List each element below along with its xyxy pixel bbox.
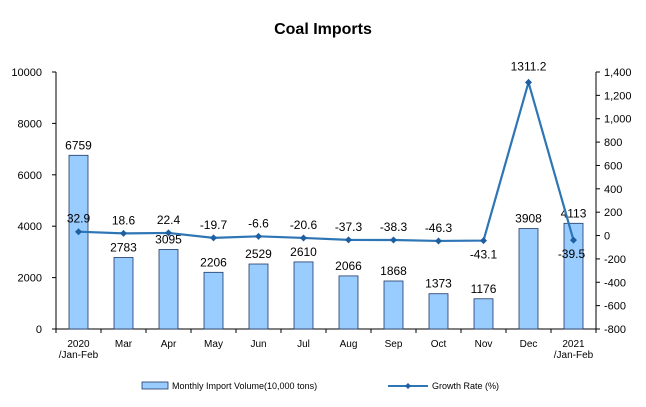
bar bbox=[113, 257, 134, 330]
growth-rate-data-label: -37.3 bbox=[335, 220, 363, 234]
bar-data-label: 2610 bbox=[290, 245, 317, 259]
x-axis-category-label: Jun bbox=[250, 339, 266, 350]
growth-rate-point bbox=[75, 228, 82, 236]
right-axis-tick-label: 1,400 bbox=[604, 67, 632, 79]
growth-rate-data-label: -38.3 bbox=[380, 220, 408, 234]
bar bbox=[203, 271, 224, 330]
right-axis-tick-label: -600 bbox=[604, 301, 626, 313]
x-axis-category-label: /Jan-Feb bbox=[554, 350, 594, 361]
left-axis-tick-label: 6000 bbox=[18, 170, 42, 182]
growth-rate-point bbox=[345, 236, 352, 244]
growth-rate-data-label: 1311.2 bbox=[511, 59, 547, 73]
x-axis: 2020/Jan-Feb Mar Apr May Jun Jul Aug Sep Oct Nov D… bbox=[55, 328, 597, 361]
left-axis-tick-label: 4000 bbox=[18, 221, 42, 233]
growth-rate-data-label: 32.9 bbox=[67, 212, 91, 226]
left-axis-tick-label: 10000 bbox=[11, 67, 42, 79]
growth-rate-point bbox=[300, 234, 307, 242]
right-axis-tick-label: -200 bbox=[604, 254, 626, 266]
x-axis-category-label: /Jan-Feb bbox=[59, 350, 99, 361]
growth-rate-point bbox=[210, 234, 217, 242]
bar-data-label: 1868 bbox=[380, 264, 407, 278]
bar bbox=[428, 293, 449, 330]
bar bbox=[248, 263, 269, 330]
growth-rate-data-label: -20.6 bbox=[290, 218, 318, 232]
bar-data-label: 1373 bbox=[425, 277, 452, 291]
x-axis-category-label: 2021 bbox=[562, 339, 585, 350]
growth-rate-data-label: -19.7 bbox=[200, 218, 228, 232]
x-axis-category-label: 2020 bbox=[67, 339, 90, 350]
growth-rate-point bbox=[390, 236, 397, 244]
right-axis: -800 -600 -400 -200 0 200 400 600 800 1,000 1,200 1… bbox=[595, 67, 632, 336]
bar-data-label: 6759 bbox=[65, 138, 92, 152]
bar bbox=[293, 261, 314, 330]
left-axis: 0 2000 4000 6000 8000 10000 bbox=[11, 67, 57, 336]
x-axis-category-label: Mar bbox=[115, 339, 133, 350]
left-axis-tick-label: 8000 bbox=[18, 118, 42, 130]
left-axis-tick-label: 2000 bbox=[18, 273, 42, 285]
x-axis-category-label: Aug bbox=[340, 339, 358, 350]
growth-rate-line bbox=[78, 78, 575, 243]
bar-data-label: 3095 bbox=[155, 232, 182, 246]
legend-line-label: Growth Rate (%) bbox=[432, 381, 499, 391]
right-axis-tick-label: 1,000 bbox=[604, 114, 632, 126]
bar-data-label: 2783 bbox=[110, 240, 137, 254]
right-axis-tick-label: -800 bbox=[604, 324, 626, 336]
growth-rate-point bbox=[435, 237, 442, 245]
right-axis-tick-label: 600 bbox=[604, 160, 622, 172]
right-axis-tick-label: 0 bbox=[604, 231, 610, 243]
bar-data-label: 3908 bbox=[515, 212, 542, 226]
line-series: 32.9 18.6 22.4 -19.7 -6.6 -20.6 -37.3 -38.3 -46.… bbox=[67, 59, 586, 261]
bar-data-label: 2529 bbox=[245, 247, 272, 261]
growth-rate-point bbox=[525, 78, 532, 86]
bar bbox=[158, 249, 179, 330]
bar bbox=[338, 275, 359, 330]
growth-rate-data-label: -6.6 bbox=[248, 216, 269, 230]
legend: Monthly Import Volume(10,000 tons) Growth… bbox=[141, 381, 499, 391]
bar bbox=[473, 298, 494, 330]
x-axis-category-label: Sep bbox=[385, 339, 403, 350]
growth-rate-data-label: -43.1 bbox=[470, 248, 498, 262]
growth-rate-point bbox=[255, 232, 262, 240]
growth-rate-data-label: 18.6 bbox=[112, 213, 136, 227]
chart-title: Coal Imports bbox=[274, 21, 372, 38]
bar bbox=[518, 228, 539, 330]
growth-rate-point bbox=[480, 237, 487, 245]
right-axis-tick-label: 800 bbox=[604, 137, 622, 149]
x-axis-category-label: Apr bbox=[161, 339, 177, 350]
bar-series: 6759 2783 3095 2206 2529 2610 2066 1868 1373 1176… bbox=[65, 138, 587, 330]
bar-data-label: 1176 bbox=[471, 282, 497, 296]
left-axis-tick-label: 0 bbox=[36, 324, 42, 336]
bar bbox=[563, 222, 584, 330]
x-axis-category-label: Dec bbox=[520, 339, 538, 350]
growth-rate-data-label: -39.5 bbox=[558, 247, 586, 261]
right-axis-tick-label: 1,200 bbox=[604, 90, 632, 102]
x-axis-category-label: Jul bbox=[297, 339, 310, 350]
growth-rate-data-label: -46.3 bbox=[425, 221, 453, 235]
right-axis-tick-label: -400 bbox=[604, 277, 626, 289]
bar-data-label: 2066 bbox=[335, 259, 362, 273]
right-axis-tick-label: 400 bbox=[604, 184, 622, 196]
legend-line-marker bbox=[405, 383, 411, 389]
legend-bar-label: Monthly Import Volume(10,000 tons) bbox=[172, 381, 317, 391]
bar bbox=[383, 280, 404, 330]
x-axis-category-label: Nov bbox=[475, 339, 493, 350]
legend-bar-swatch bbox=[141, 381, 169, 390]
growth-rate-point bbox=[570, 236, 577, 244]
growth-rate-point bbox=[120, 229, 127, 237]
growth-rate-point bbox=[165, 229, 172, 237]
growth-rate-data-label: 22.4 bbox=[157, 213, 181, 227]
right-axis-tick-label: 200 bbox=[604, 207, 622, 219]
bar bbox=[68, 154, 89, 330]
x-axis-category-label: May bbox=[204, 339, 223, 350]
x-axis-category-label: Oct bbox=[431, 339, 447, 350]
bar-data-label: 2206 bbox=[200, 255, 227, 269]
